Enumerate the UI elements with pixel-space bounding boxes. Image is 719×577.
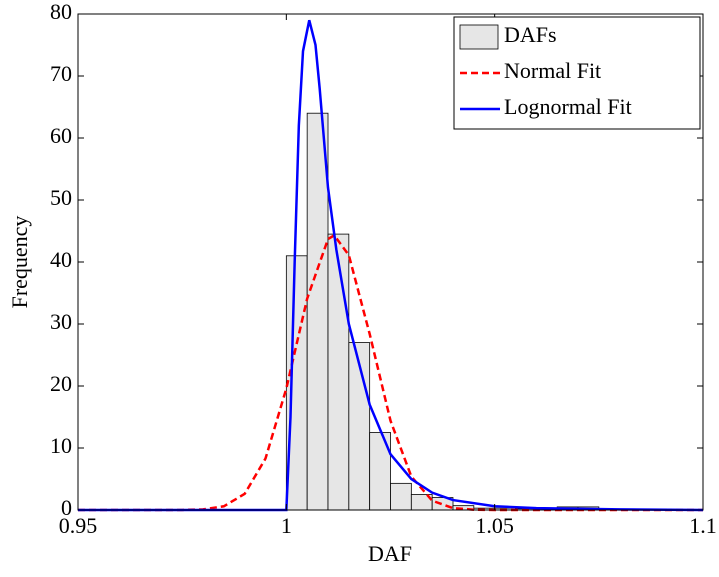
y-tick-label: 30 <box>50 309 72 334</box>
x-tick-label: 1.05 <box>475 513 514 538</box>
x-tick-label: 1.1 <box>689 513 717 538</box>
legend-label: DAFs <box>504 22 557 47</box>
x-axis-label: DAF <box>368 541 412 566</box>
legend-label: Lognormal Fit <box>504 94 632 119</box>
bar <box>390 482 412 511</box>
legend-label: Normal Fit <box>504 58 601 83</box>
y-tick-label: 80 <box>50 0 72 24</box>
x-tick-label: 1 <box>281 513 292 538</box>
y-axis-label: Frequency <box>7 216 32 309</box>
x-tick-label: 0.95 <box>59 513 98 538</box>
y-tick-label: 40 <box>50 247 72 272</box>
legend-swatch <box>459 24 499 50</box>
bar <box>285 255 308 511</box>
bar <box>327 233 350 511</box>
y-tick-label: 60 <box>50 123 72 148</box>
y-tick-label: 70 <box>50 61 72 86</box>
fit-line <box>78 19 704 512</box>
y-tick-label: 20 <box>50 371 72 396</box>
y-tick-label: 10 <box>50 433 72 458</box>
fit-line <box>77 233 703 512</box>
y-tick-label: 0 <box>61 495 72 520</box>
bar <box>306 112 329 511</box>
y-tick-label: 50 <box>50 185 72 210</box>
